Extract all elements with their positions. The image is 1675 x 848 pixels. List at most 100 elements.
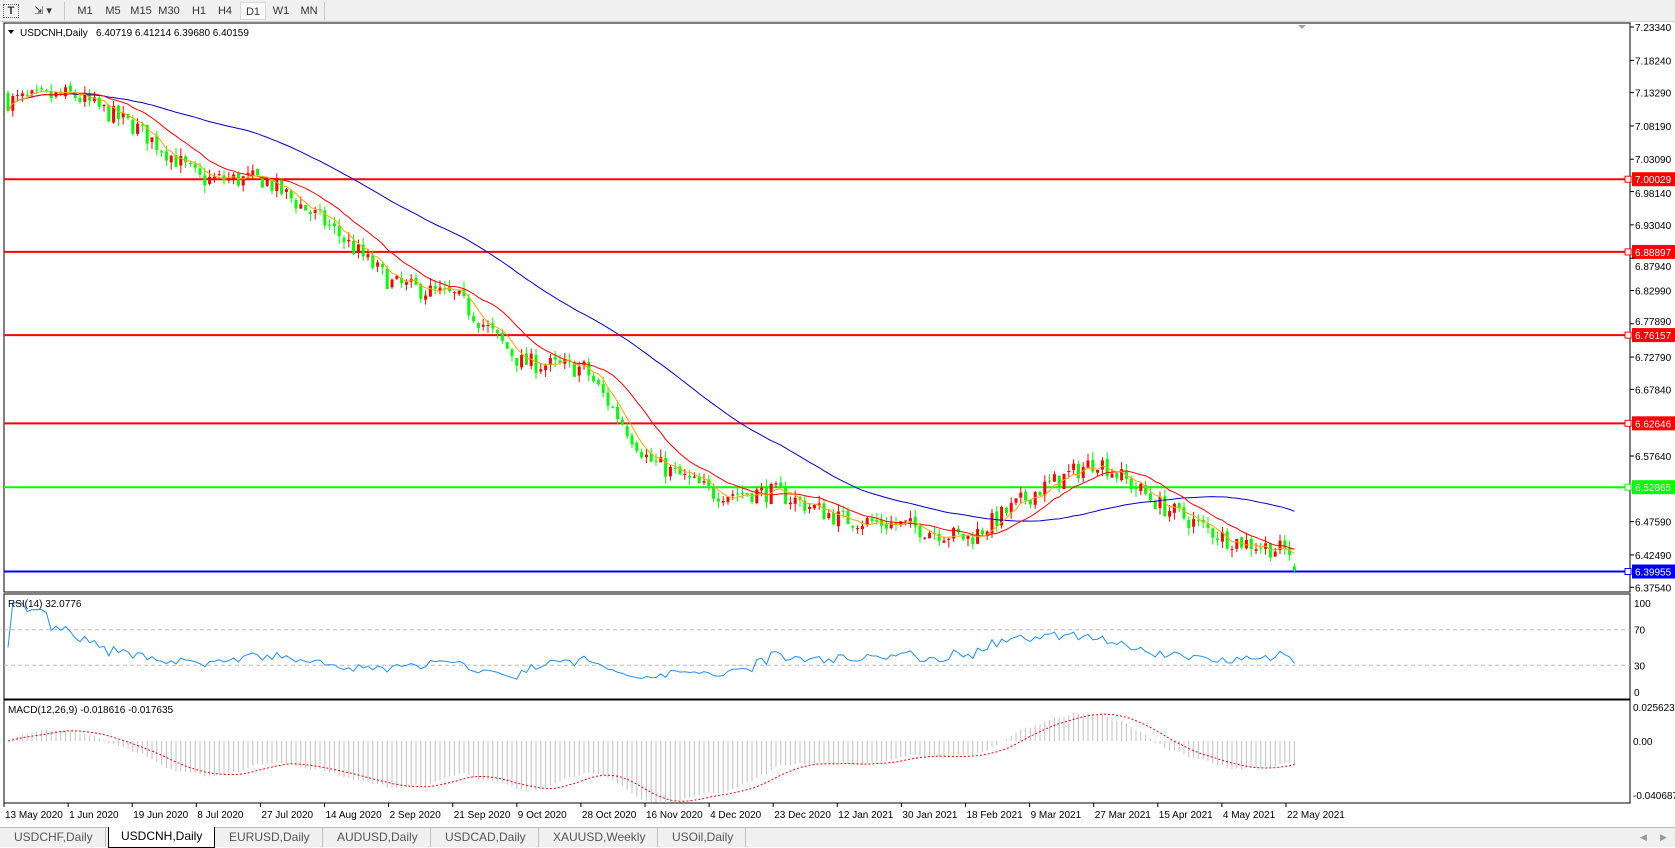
ma-fast-line bbox=[7, 90, 1295, 554]
candle-body bbox=[606, 392, 610, 406]
chart-tab[interactable]: USDCNH,Daily bbox=[108, 827, 216, 848]
chart-tab[interactable]: AUDUSD,Daily bbox=[325, 828, 431, 847]
candle-body bbox=[1081, 467, 1085, 478]
candle-body bbox=[620, 419, 624, 425]
candle-body bbox=[817, 503, 821, 506]
candle-body bbox=[548, 358, 552, 365]
candle-body bbox=[952, 527, 956, 539]
level-handle bbox=[1624, 331, 1632, 339]
candle-body bbox=[1216, 538, 1220, 541]
candle-body bbox=[179, 156, 183, 166]
candle-body bbox=[803, 500, 807, 511]
scroll-right-icon[interactable]: ▶ bbox=[1660, 832, 1667, 842]
y-tick-label: 7.13290 bbox=[1635, 89, 1672, 100]
candle-body bbox=[169, 155, 173, 163]
candle-body bbox=[1249, 538, 1253, 550]
x-tick-label: 9 Mar 2021 bbox=[1031, 810, 1082, 821]
candle-body bbox=[707, 479, 711, 486]
candle-body bbox=[198, 168, 202, 175]
candle-body bbox=[1052, 474, 1056, 482]
candle-body bbox=[1043, 481, 1047, 496]
level-handle bbox=[1624, 568, 1632, 576]
candle-body bbox=[1288, 548, 1292, 556]
chart-tab[interactable]: EURUSD,Daily bbox=[217, 828, 323, 847]
macd-tick-label: 0.025623 bbox=[1633, 703, 1675, 714]
candle-body bbox=[1129, 478, 1133, 490]
candle-body bbox=[616, 406, 620, 419]
candle-body bbox=[1220, 532, 1224, 542]
chart-tab[interactable]: XAUUSD,Weekly bbox=[541, 828, 659, 847]
timeframe-m1[interactable]: M1 bbox=[77, 5, 93, 17]
candle-body bbox=[467, 297, 471, 316]
candle-body bbox=[68, 85, 72, 92]
scroll-left-icon[interactable]: ◀ bbox=[1640, 832, 1647, 842]
candle-body bbox=[947, 538, 951, 540]
x-tick-label: 1 Jun 2020 bbox=[69, 810, 119, 821]
level-price-tag bbox=[1632, 328, 1675, 343]
candle-body bbox=[145, 124, 149, 144]
candle-body bbox=[731, 494, 735, 496]
candle-body bbox=[702, 481, 706, 483]
timeframe-m30[interactable]: M30 bbox=[158, 5, 180, 17]
chart-tab[interactable]: USDCHF,Daily bbox=[2, 828, 106, 847]
y-tick-label: 7.08190 bbox=[1635, 122, 1672, 133]
candle-body bbox=[112, 105, 116, 123]
candle-body bbox=[1072, 463, 1076, 471]
candle-body bbox=[980, 530, 984, 535]
candle-body bbox=[404, 281, 408, 285]
timeframe-m15[interactable]: M15 bbox=[130, 5, 152, 17]
candle-body bbox=[611, 406, 615, 408]
x-tick-label: 13 May 2020 bbox=[5, 810, 63, 821]
candle-body bbox=[779, 482, 783, 488]
timeframe-m5[interactable]: M5 bbox=[105, 5, 121, 17]
candle-body bbox=[678, 466, 682, 475]
candle-body bbox=[1062, 473, 1066, 490]
line-tools-dropdown-icon[interactable]: ⇲ ▾ bbox=[34, 5, 52, 17]
candle-body bbox=[289, 190, 293, 199]
x-tick-label: 4 May 2021 bbox=[1223, 810, 1276, 821]
price-chart[interactable]: 7.00029 6.88897 6.76157 6.62646 6.52865 6.399… bbox=[0, 22, 1675, 827]
candle-body bbox=[644, 454, 648, 458]
candle-body bbox=[808, 506, 812, 509]
ma-slow-line bbox=[7, 93, 1295, 522]
candle-body bbox=[342, 237, 346, 243]
chart-tabs: USDCHF,Daily USDCNH,Daily EURUSD,Daily AUDU… bbox=[0, 827, 1675, 848]
level-price-tag bbox=[1632, 480, 1675, 495]
timeframe-h4[interactable]: H4 bbox=[217, 5, 233, 17]
timeframe-d1[interactable]: D1 bbox=[240, 2, 266, 20]
timeframe-w1[interactable]: W1 bbox=[272, 5, 290, 17]
candle-body bbox=[448, 286, 452, 292]
candle-body bbox=[30, 90, 34, 95]
candle-body bbox=[904, 520, 908, 522]
candle-body bbox=[558, 360, 562, 363]
y-tick-label: 7.23340 bbox=[1635, 23, 1672, 34]
candle-body bbox=[150, 137, 154, 142]
candle-body bbox=[760, 487, 764, 491]
candle-body bbox=[822, 503, 826, 520]
candle-body bbox=[851, 525, 855, 528]
text-tool-icon[interactable]: T bbox=[3, 4, 19, 18]
candle-body bbox=[1014, 498, 1018, 503]
rsi-label: RSI(14) 32.0776 bbox=[8, 599, 82, 610]
chart-shift-marker-icon bbox=[1298, 25, 1306, 29]
level-price-tag bbox=[1632, 416, 1675, 431]
candle-body bbox=[419, 284, 423, 299]
main-pane bbox=[3, 22, 1631, 593]
x-tick-label: 22 May 2021 bbox=[1287, 810, 1345, 821]
candle-body bbox=[294, 200, 298, 209]
candle-body bbox=[1019, 492, 1023, 498]
timeframe-h1[interactable]: H1 bbox=[191, 5, 207, 17]
candle-body bbox=[860, 526, 864, 530]
candle-body bbox=[894, 522, 898, 525]
candle-body bbox=[1086, 460, 1090, 468]
candle-body bbox=[260, 176, 264, 188]
chart-tab[interactable]: USOil,Daily bbox=[660, 828, 747, 847]
candle-body bbox=[774, 483, 778, 485]
x-tick-label: 18 Feb 2021 bbox=[967, 810, 1024, 821]
candle-body bbox=[1192, 519, 1196, 527]
candle-body bbox=[1057, 475, 1061, 488]
candle-body bbox=[524, 353, 528, 365]
timeframe-mn[interactable]: MN bbox=[300, 5, 318, 17]
chart-tab[interactable]: USDCAD,Daily bbox=[433, 828, 539, 847]
candle-body bbox=[313, 210, 317, 213]
